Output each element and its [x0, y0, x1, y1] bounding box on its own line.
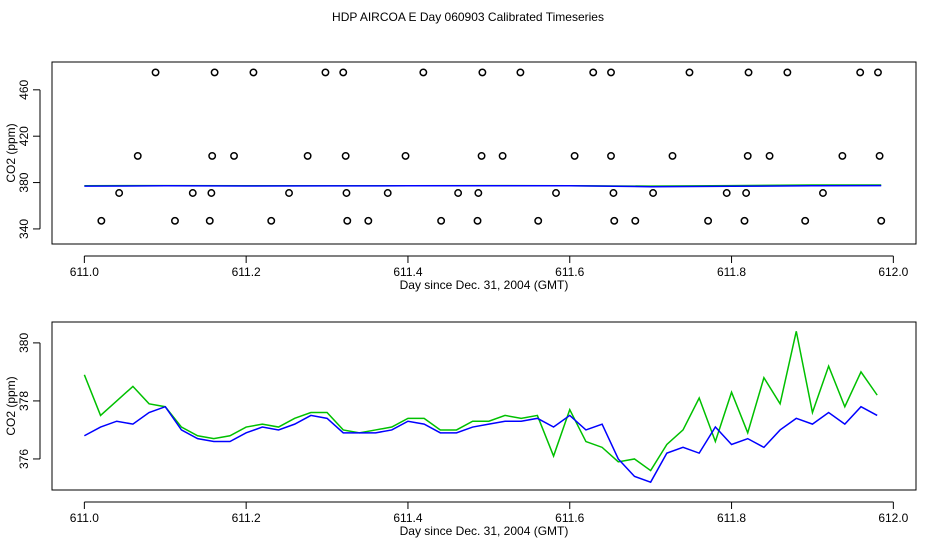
- outlier-point: [570, 151, 579, 160]
- y-axis-label: CO2 (ppm): [4, 123, 18, 182]
- y-tick-label: 380: [17, 172, 31, 192]
- y-tick-label: 378: [17, 391, 31, 411]
- outlier-point: [819, 189, 827, 197]
- x-tick-label: 611.2: [232, 511, 261, 525]
- outlier-point: [783, 68, 792, 77]
- outlier-point: [437, 216, 446, 225]
- x-tick-label: 611.6: [555, 265, 584, 279]
- outlier-point: [856, 68, 865, 77]
- x-tick-label: 612.0: [878, 511, 908, 525]
- outlier-point: [401, 151, 410, 160]
- outlier-point: [339, 68, 348, 77]
- outlier-point: [498, 151, 507, 160]
- y-tick-label: 460: [17, 79, 31, 99]
- outlier-point: [631, 216, 640, 225]
- outlier-point: [874, 68, 882, 77]
- outlier-point: [607, 151, 615, 160]
- outlier-point: [722, 189, 731, 197]
- x-axis-label: Day since Dec. 31, 2004 (GMT): [400, 524, 569, 538]
- outlier-point: [742, 189, 751, 197]
- outlier-point: [685, 68, 694, 77]
- outlier-point: [210, 68, 219, 77]
- x-tick-label: 611.4: [393, 265, 422, 279]
- outlier-point: [478, 68, 487, 77]
- outlier-point: [534, 216, 543, 225]
- outlier-point: [115, 189, 124, 197]
- outlier-point: [188, 189, 197, 197]
- outlier-point: [419, 68, 428, 77]
- x-axis-label: Day since Dec. 31, 2004 (GMT): [400, 278, 569, 292]
- outlier-point: [743, 151, 752, 160]
- y-tick-label: 376: [17, 449, 31, 469]
- series-line: [83, 331, 878, 472]
- x-tick-label: 611.6: [555, 511, 584, 525]
- page-title: HDP AIRCOA E Day 060903 Calibrated Times…: [332, 10, 604, 24]
- outlier-point: [473, 216, 482, 225]
- outlier-point: [205, 216, 214, 225]
- outlier-point: [133, 151, 142, 160]
- outlier-point: [97, 216, 106, 225]
- outlier-point: [230, 151, 238, 160]
- y-axis-label: CO2 (ppm): [4, 376, 18, 435]
- x-tick-label: 611.4: [393, 511, 422, 525]
- outlier-point: [364, 216, 373, 225]
- x-tick-label: 611.0: [70, 511, 99, 525]
- outlier-point: [321, 68, 330, 77]
- x-tick-label: 611.8: [717, 511, 746, 525]
- x-tick-label: 611.2: [232, 265, 261, 279]
- outlier-point: [285, 189, 293, 197]
- outlier-point: [649, 189, 658, 197]
- outlier-point: [668, 151, 677, 160]
- outlier-point: [801, 216, 810, 225]
- outlier-point: [303, 151, 312, 160]
- outlier-point: [875, 151, 884, 160]
- outlier-point: [383, 189, 392, 197]
- outlier-point: [838, 151, 847, 160]
- outlier-point: [610, 216, 619, 225]
- outlier-point: [744, 68, 753, 77]
- plot-frame: [51, 61, 917, 245]
- y-tick-label: 420: [17, 126, 31, 146]
- y-tick-label: 380: [17, 333, 31, 353]
- outlier-point: [609, 189, 618, 197]
- series-line: [84, 184, 882, 188]
- x-tick-label: 611.0: [70, 265, 99, 279]
- outlier-point: [607, 68, 615, 77]
- outlier-point: [454, 189, 463, 197]
- outlier-point: [249, 68, 258, 77]
- outlier-point: [267, 216, 276, 225]
- outlier-point: [516, 68, 525, 77]
- outlier-point: [151, 68, 160, 77]
- outlier-point: [342, 189, 351, 197]
- outlier-point: [474, 189, 483, 197]
- outlier-point: [765, 151, 774, 160]
- outlier-point: [877, 216, 886, 225]
- outlier-point: [171, 216, 179, 225]
- outlier-point: [207, 189, 216, 197]
- outlier-point: [477, 151, 486, 160]
- x-tick-label: 612.0: [878, 265, 908, 279]
- outlier-point: [341, 151, 350, 160]
- x-tick-label: 611.8: [717, 265, 746, 279]
- outlier-point: [208, 151, 217, 160]
- y-tick-label: 340: [17, 219, 31, 239]
- outlier-point: [740, 216, 749, 225]
- outlier-point: [343, 216, 352, 225]
- plot-frame: [51, 321, 917, 491]
- outlier-point: [552, 189, 560, 197]
- outlier-point: [589, 68, 598, 77]
- outlier-point: [704, 216, 713, 225]
- series-line: [84, 405, 878, 484]
